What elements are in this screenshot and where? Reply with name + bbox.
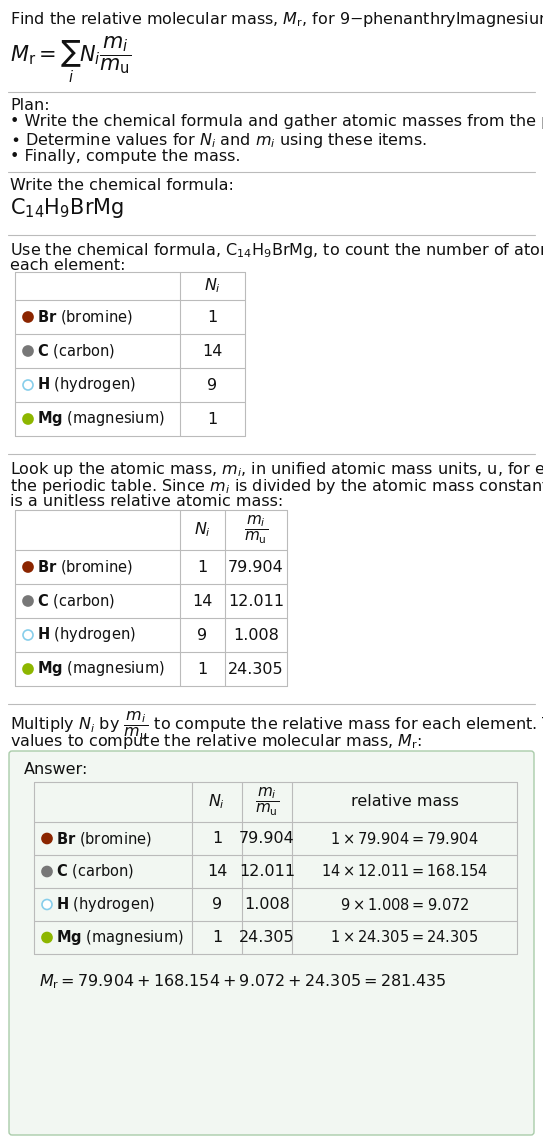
Text: 1.008: 1.008 bbox=[233, 628, 279, 643]
Text: Answer:: Answer: bbox=[24, 762, 89, 777]
Text: Plan:: Plan: bbox=[10, 98, 49, 113]
Text: 9: 9 bbox=[198, 628, 207, 643]
Text: $1 \times 79.904 = 79.904$: $1 \times 79.904 = 79.904$ bbox=[330, 831, 479, 847]
Text: $1 \times 24.305 = 24.305$: $1 \times 24.305 = 24.305$ bbox=[330, 929, 478, 945]
Circle shape bbox=[23, 414, 33, 424]
Text: $\mathbf{C}$ (carbon): $\mathbf{C}$ (carbon) bbox=[56, 863, 134, 881]
Text: each element:: each element: bbox=[10, 259, 125, 273]
Text: $N_i$: $N_i$ bbox=[194, 521, 211, 539]
Text: 79.904: 79.904 bbox=[239, 831, 295, 847]
Text: $\mathbf{C}$ (carbon): $\mathbf{C}$ (carbon) bbox=[37, 591, 115, 610]
Text: $\mathbf{H}$ (hydrogen): $\mathbf{H}$ (hydrogen) bbox=[37, 626, 136, 644]
Text: Multiply $N_i$ by $\dfrac{m_i}{m_\mathrm{u}}$ to compute the relative mass for e: Multiply $N_i$ by $\dfrac{m_i}{m_\mathrm… bbox=[10, 710, 543, 742]
Text: relative mass: relative mass bbox=[351, 794, 458, 810]
Text: the periodic table. Since $m_i$ is divided by the atomic mass constant, $m_\math: the periodic table. Since $m_i$ is divid… bbox=[10, 477, 543, 496]
Circle shape bbox=[23, 562, 33, 572]
FancyBboxPatch shape bbox=[9, 750, 534, 1135]
Circle shape bbox=[23, 630, 33, 639]
Text: $\bullet$ Determine values for $N_i$ and $m_i$ using these items.: $\bullet$ Determine values for $N_i$ and… bbox=[10, 132, 427, 150]
Text: • Finally, compute the mass.: • Finally, compute the mass. bbox=[10, 149, 241, 164]
Text: 1: 1 bbox=[207, 310, 218, 325]
Circle shape bbox=[42, 834, 52, 843]
Text: 9: 9 bbox=[212, 897, 222, 912]
Text: $\mathrm{C_{14}H_9BrMg}$: $\mathrm{C_{14}H_9BrMg}$ bbox=[10, 196, 124, 220]
Text: 14: 14 bbox=[192, 594, 213, 609]
Text: 12.011: 12.011 bbox=[228, 594, 284, 609]
Text: $\mathbf{H}$ (hydrogen): $\mathbf{H}$ (hydrogen) bbox=[56, 895, 155, 914]
Circle shape bbox=[23, 664, 33, 674]
Circle shape bbox=[42, 932, 52, 943]
Text: Find the relative molecular mass, $M_\mathrm{r}$, for 9$-$phenanthrylmagnesium b: Find the relative molecular mass, $M_\ma… bbox=[10, 10, 543, 29]
Text: $\mathbf{C}$ (carbon): $\mathbf{C}$ (carbon) bbox=[37, 342, 115, 360]
Text: is a unitless relative atomic mass:: is a unitless relative atomic mass: bbox=[10, 494, 283, 509]
Text: 9: 9 bbox=[207, 378, 218, 392]
Text: 14: 14 bbox=[207, 864, 227, 879]
Text: 12.011: 12.011 bbox=[239, 864, 295, 879]
Text: Use the chemical formula, $\mathrm{C_{14}H_9BrMg}$, to count the number of atoms: Use the chemical formula, $\mathrm{C_{14… bbox=[10, 241, 543, 260]
Text: 1: 1 bbox=[197, 661, 207, 676]
Text: 1: 1 bbox=[212, 930, 222, 945]
Text: Look up the atomic mass, $m_i$, in unified atomic mass units, u, for each elemen: Look up the atomic mass, $m_i$, in unifi… bbox=[10, 460, 543, 479]
Text: $\mathbf{Mg}$ (magnesium): $\mathbf{Mg}$ (magnesium) bbox=[56, 928, 184, 947]
Text: 1.008: 1.008 bbox=[244, 897, 290, 912]
Text: $\dfrac{m_i}{m_\mathrm{u}}$: $\dfrac{m_i}{m_\mathrm{u}}$ bbox=[255, 786, 279, 818]
Text: $\mathbf{Br}$ (bromine): $\mathbf{Br}$ (bromine) bbox=[37, 308, 133, 326]
Text: $M_\mathrm{r} = \sum_i N_i \dfrac{m_i}{m_\mathrm{u}}$: $M_\mathrm{r} = \sum_i N_i \dfrac{m_i}{m… bbox=[10, 35, 132, 86]
Text: • Write the chemical formula and gather atomic masses from the periodic table.: • Write the chemical formula and gather … bbox=[10, 114, 543, 129]
Text: 24.305: 24.305 bbox=[228, 661, 284, 676]
Text: 14: 14 bbox=[203, 343, 223, 358]
Text: $\mathbf{Mg}$ (magnesium): $\mathbf{Mg}$ (magnesium) bbox=[37, 659, 165, 678]
Text: 1: 1 bbox=[197, 559, 207, 574]
Circle shape bbox=[42, 899, 52, 909]
Text: $\mathbf{Mg}$ (magnesium): $\mathbf{Mg}$ (magnesium) bbox=[37, 410, 165, 429]
Text: values to compute the relative molecular mass, $M_\mathrm{r}$:: values to compute the relative molecular… bbox=[10, 732, 422, 750]
Text: $9 \times 1.008 = 9.072$: $9 \times 1.008 = 9.072$ bbox=[340, 897, 469, 913]
Text: Write the chemical formula:: Write the chemical formula: bbox=[10, 178, 234, 193]
Text: $\mathbf{Br}$ (bromine): $\mathbf{Br}$ (bromine) bbox=[56, 829, 152, 848]
Text: $N_i$: $N_i$ bbox=[209, 793, 225, 811]
Circle shape bbox=[42, 866, 52, 876]
Text: $\mathbf{Br}$ (bromine): $\mathbf{Br}$ (bromine) bbox=[37, 558, 133, 575]
Text: 24.305: 24.305 bbox=[239, 930, 295, 945]
Text: $\dfrac{m_i}{m_\mathrm{u}}$: $\dfrac{m_i}{m_\mathrm{u}}$ bbox=[244, 514, 268, 546]
Text: 1: 1 bbox=[212, 831, 222, 847]
Text: $N_i$: $N_i$ bbox=[204, 277, 221, 295]
Text: $14 \times 12.011 = 168.154$: $14 \times 12.011 = 168.154$ bbox=[321, 864, 488, 880]
Circle shape bbox=[23, 312, 33, 321]
Text: 79.904: 79.904 bbox=[228, 559, 284, 574]
Circle shape bbox=[23, 596, 33, 606]
Circle shape bbox=[23, 345, 33, 356]
Circle shape bbox=[23, 380, 33, 390]
Text: $M_\mathrm{r} = 79.904 + 168.154 + 9.072 + 24.305 = 281.435$: $M_\mathrm{r} = 79.904 + 168.154 + 9.072… bbox=[39, 972, 447, 991]
Text: $\mathbf{H}$ (hydrogen): $\mathbf{H}$ (hydrogen) bbox=[37, 375, 136, 395]
Text: 1: 1 bbox=[207, 412, 218, 427]
